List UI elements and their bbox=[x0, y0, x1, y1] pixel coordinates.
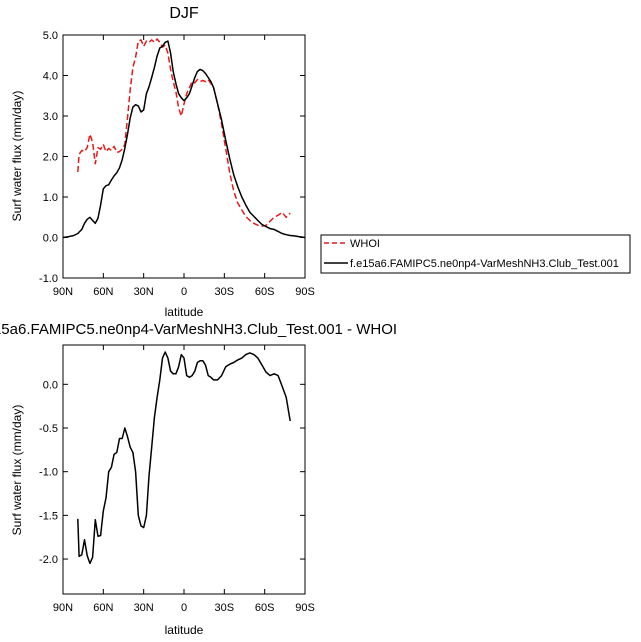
y-tick-label: -1.5 bbox=[39, 510, 58, 522]
top-plot-area bbox=[62, 38, 306, 239]
legend-label-whoi: WHOI bbox=[350, 238, 380, 250]
top-y-ticks: -1.0 0.0 1.0 2.0 3.0 4.0 5.0 bbox=[39, 30, 305, 285]
y-tick-label: 0.0 bbox=[43, 379, 58, 391]
y-tick-label: 2.0 bbox=[43, 152, 58, 164]
x-tick-label: 60S bbox=[255, 602, 275, 614]
bottom-chart-title: 15a6.FAMIPC5.ne0np4-VarMeshNH3.Club_Test… bbox=[0, 321, 397, 338]
y-tick-label: 1.0 bbox=[43, 192, 58, 204]
x-tick-label: 90S bbox=[295, 602, 315, 614]
y-tick-label: 3.0 bbox=[43, 111, 58, 123]
series-line-0-1 bbox=[62, 40, 306, 239]
top-y-axis-label: Surf water flux (mm/day) bbox=[10, 91, 24, 222]
x-tick-label: 0 bbox=[181, 286, 187, 298]
y-tick-label: -2.0 bbox=[39, 554, 58, 566]
x-tick-label: 60S bbox=[255, 286, 275, 298]
top-chart-title: DJF bbox=[169, 5, 199, 22]
y-tick-label: -0.5 bbox=[39, 423, 58, 435]
x-tick-label: 60N bbox=[93, 602, 113, 614]
x-tick-label: 90S bbox=[295, 286, 315, 298]
series-line-0-0 bbox=[77, 38, 291, 227]
legend: WHOI f.e15a6.FAMIPC5.ne0np4-VarMeshNH3.C… bbox=[320, 234, 631, 274]
x-tick-label: 0 bbox=[181, 602, 187, 614]
top-x-ticks: 90N 60N 30N 0 30S 60S 90S bbox=[53, 35, 315, 298]
bottom-plot-area bbox=[77, 351, 291, 565]
x-tick-label: 60N bbox=[93, 286, 113, 298]
bottom-panel: 15a6.FAMIPC5.ne0np4-VarMeshNH3.Club_Test… bbox=[0, 321, 397, 637]
x-tick-label: 30S bbox=[215, 286, 235, 298]
y-tick-label: -1.0 bbox=[39, 273, 58, 285]
x-tick-label: 30N bbox=[134, 286, 154, 298]
series-line-1-0 bbox=[77, 351, 291, 565]
y-tick-label: 0.0 bbox=[43, 233, 58, 245]
legend-frame bbox=[320, 234, 631, 274]
y-tick-label: -1.0 bbox=[39, 467, 58, 479]
top-panel: DJF -1.0 0.0 1.0 2.0 3.0 4.0 5.0 90N 60N 30N 0 30S… bbox=[10, 5, 315, 319]
y-tick-label: 4.0 bbox=[43, 71, 58, 83]
bottom-y-axis-label: Surf water flux (mm/day) bbox=[10, 405, 24, 536]
x-tick-label: 90N bbox=[53, 602, 73, 614]
top-x-axis-label: latitude bbox=[165, 305, 204, 319]
x-tick-label: 30N bbox=[134, 602, 154, 614]
bottom-plot-frame bbox=[62, 344, 306, 595]
x-tick-label: 30S bbox=[215, 602, 235, 614]
bottom-y-ticks: -2.0 -1.5 -1.0 -0.5 0.0 bbox=[39, 379, 305, 566]
bottom-x-ticks: 90N 60N 30N 0 30S 60S 90S bbox=[53, 345, 315, 614]
legend-label-model: f.e15a6.FAMIPC5.ne0np4-VarMeshNH3.Club_T… bbox=[350, 258, 619, 270]
top-plot-frame bbox=[62, 34, 306, 279]
x-tick-label: 90N bbox=[53, 286, 73, 298]
bottom-x-axis-label: latitude bbox=[165, 623, 204, 637]
y-tick-label: 5.0 bbox=[43, 30, 58, 42]
